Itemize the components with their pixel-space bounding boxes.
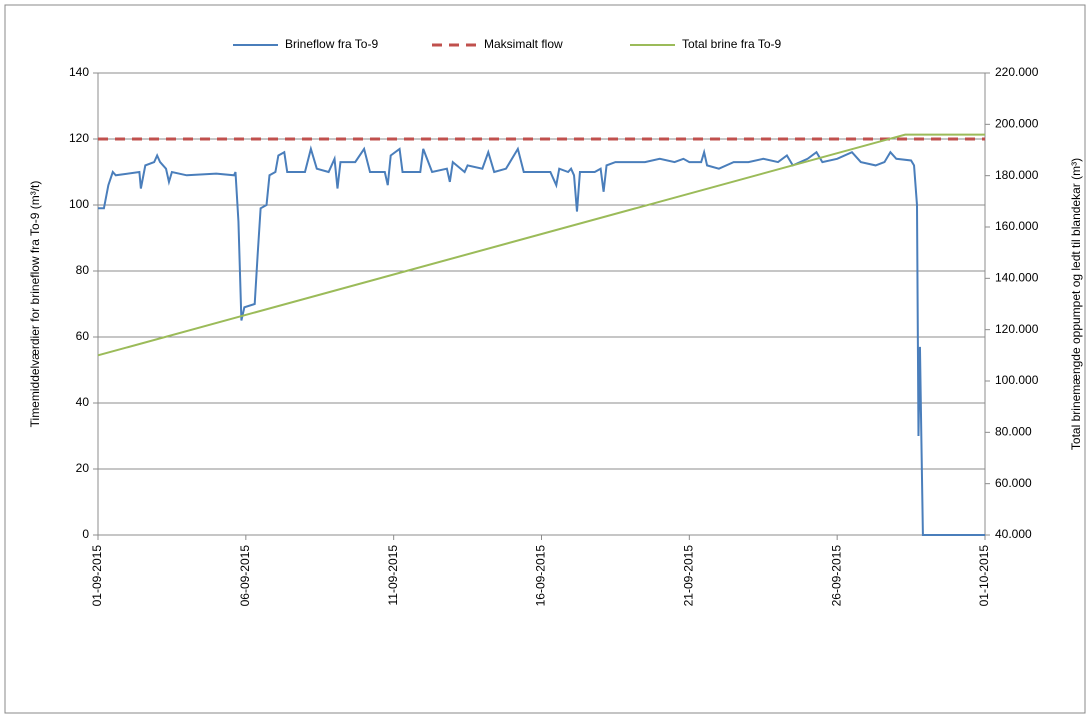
x-tick-label: 11-09-2015 bbox=[386, 545, 400, 606]
y2-axis-title: Total brinemængde oppumpet og ledt til b… bbox=[1069, 158, 1083, 450]
y-tick-label: 20 bbox=[76, 461, 90, 475]
x-tick-label: 26-09-2015 bbox=[829, 545, 843, 607]
y-tick-label: 140 bbox=[69, 65, 89, 79]
y2-tick-label: 100.000 bbox=[995, 373, 1039, 387]
y2-tick-label: 40.000 bbox=[995, 527, 1032, 541]
y-tick-label: 0 bbox=[82, 527, 89, 541]
x-tick-label: 01-09-2015 bbox=[90, 545, 104, 607]
y2-tick-label: 80.000 bbox=[995, 425, 1032, 439]
legend-label: Total brine fra To-9 bbox=[682, 37, 781, 51]
y2-tick-label: 120.000 bbox=[995, 322, 1039, 336]
chart-frame bbox=[4, 4, 1086, 714]
x-tick-label: 16-09-2015 bbox=[534, 545, 548, 607]
y2-tick-label: 160.000 bbox=[995, 219, 1039, 233]
y2-tick-label: 200.000 bbox=[995, 117, 1039, 131]
y-tick-label: 120 bbox=[69, 131, 89, 145]
y-tick-label: 40 bbox=[76, 395, 90, 409]
y-axis-title: Timemiddelværdier for brineflow fra To-9… bbox=[28, 181, 42, 428]
y-tick-label: 80 bbox=[76, 263, 90, 277]
legend-label: Maksimalt flow bbox=[484, 37, 563, 51]
series-line bbox=[97, 133, 985, 357]
legend-label: Brineflow fra To-9 bbox=[285, 37, 378, 51]
x-tick-label: 06-09-2015 bbox=[238, 545, 252, 607]
y2-tick-label: 140.000 bbox=[995, 271, 1039, 285]
y2-tick-label: 220.000 bbox=[995, 65, 1039, 79]
y-tick-label: 100 bbox=[69, 197, 89, 211]
y2-tick-label: 180.000 bbox=[995, 168, 1039, 182]
x-tick-label: 01-10-2015 bbox=[977, 545, 991, 607]
y-tick-label: 60 bbox=[76, 329, 90, 343]
y2-tick-label: 60.000 bbox=[995, 476, 1032, 490]
x-tick-label: 21-09-2015 bbox=[682, 545, 696, 607]
